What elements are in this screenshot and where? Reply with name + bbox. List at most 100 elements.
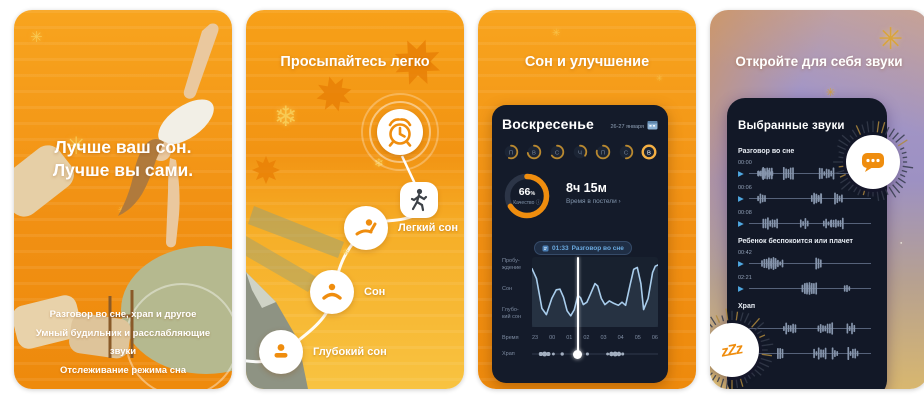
- x-tick-label: 04: [617, 335, 624, 341]
- sound-clip-row: 02:21 ▶: [738, 275, 878, 295]
- feature-list: Разговор во сне, храп и другое Умный буд…: [22, 306, 224, 380]
- clip-timestamp: 00:00: [738, 160, 752, 166]
- y-axis-label-sleep: Сон: [502, 286, 513, 292]
- star-icon: ✳: [878, 22, 904, 57]
- weekday-circle[interactable]: П: [594, 143, 612, 161]
- sparkle-icon: ✳: [66, 132, 87, 160]
- time-cursor-handle[interactable]: [573, 350, 582, 359]
- weekday-circle[interactable]: С: [548, 143, 566, 161]
- panel2-title: Просыпайтесь легко: [280, 54, 430, 70]
- weekday-circle[interactable]: В: [640, 143, 658, 161]
- x-tick-label: 23: [532, 335, 539, 341]
- sleep-stage-light: Легкий сон: [344, 206, 458, 250]
- tooltip-time: 01:33: [552, 244, 569, 252]
- hypnogram-chart: [531, 257, 659, 327]
- svg-text:В: В: [647, 150, 651, 156]
- x-tick-label: 06: [651, 335, 658, 341]
- screenshot-card-sounds[interactable]: ✳ ✳ ● ● Откройте для себя звуки Выбранны…: [710, 10, 924, 389]
- snore-badge: zZz: [710, 307, 775, 389]
- audio-waveform: [748, 217, 871, 230]
- sleep-stage-label: Глубокий сон: [313, 346, 387, 358]
- info-icon: ⓘ: [535, 200, 541, 206]
- walking-person-icon: [410, 188, 428, 212]
- time-cursor-line[interactable]: [577, 257, 579, 355]
- sleep-talk-tooltip[interactable]: 01:33 Разговор во сне: [534, 241, 632, 255]
- snowflake-icon: ❄: [274, 100, 298, 133]
- time-in-bed-label: Время в постели: [566, 198, 617, 205]
- sleep-stage-sleep: Сон: [310, 270, 385, 314]
- sprout-icon: ✳: [826, 86, 836, 99]
- x-tick-label: 05: [634, 335, 641, 341]
- x-tick-label: 00: [549, 335, 556, 341]
- quality-label: Качество: [513, 200, 535, 206]
- x-tick-label: 02: [583, 335, 590, 341]
- svg-text:В: В: [532, 150, 536, 156]
- svg-text:П: П: [601, 150, 605, 156]
- person-waking-icon: [344, 206, 388, 250]
- panel4-title: Откройте для себя звуки: [735, 54, 903, 69]
- play-button[interactable]: ▶: [738, 283, 744, 293]
- audio-waveform: [748, 257, 871, 270]
- feature-item: Отслеживание режима сна: [59, 364, 186, 376]
- sleep-talk-icon: [542, 245, 549, 251]
- svg-text:С: С: [555, 150, 559, 156]
- sleep-talk-badge: [830, 119, 916, 205]
- y-axis-label-deep: Глубо- кий сон: [502, 307, 521, 320]
- play-button[interactable]: ▶: [738, 193, 744, 203]
- date-range: 26-27 января: [610, 124, 644, 130]
- calendar-icon[interactable]: [647, 120, 658, 130]
- sound-clip-row: 00:06 ▶: [738, 185, 878, 205]
- audio-waveform: [748, 282, 871, 295]
- screenshot-card-better-sleep[interactable]: ✳ ✳ ✳ Лучше ваш сон. Лучше вы сами. Разг…: [14, 10, 232, 389]
- weekday-circle[interactable]: С: [617, 143, 635, 161]
- sparkle-icon: ✳: [30, 28, 43, 46]
- clip-timestamp: 00:08: [738, 210, 752, 216]
- x-tick-label: 03: [600, 335, 607, 341]
- alarm-clock-icon: [377, 109, 423, 155]
- clip-timestamp: 00:06: [738, 185, 752, 191]
- weekday-circle[interactable]: П: [502, 143, 520, 161]
- x-tick-label: 01: [566, 335, 573, 341]
- awake-walking-node: [400, 182, 438, 218]
- sleep-stage-label: Легкий сон: [398, 222, 458, 234]
- sound-section-label: Разговор во сне: [738, 148, 795, 155]
- alarm-ring-decoration: [361, 93, 439, 171]
- weekday-circle[interactable]: В: [525, 143, 543, 161]
- panel1-title-line1: Лучше ваш сон.: [54, 137, 192, 157]
- radial-waveform-ring: [833, 120, 914, 202]
- panel3-title: Сон и улучшение: [524, 54, 650, 70]
- play-button[interactable]: ▶: [738, 218, 744, 228]
- svg-text:С: С: [624, 150, 628, 156]
- feature-item: Разговор во сне, храп и другое: [49, 309, 197, 320]
- snore-row-label: Храп: [502, 351, 515, 357]
- play-button[interactable]: ▶: [738, 168, 744, 178]
- sound-clip-row: 00:42 ▶: [738, 250, 878, 270]
- feature-item: Умный будильник и расслабляющие звуки: [35, 327, 211, 358]
- speech-bubble-icon: [862, 153, 884, 172]
- time-in-bed-value: 8ч 15м: [566, 181, 607, 195]
- quality-percent: 66: [518, 186, 531, 198]
- sleep-stats-phone-mockup: Воскресенье 26-27 января П В С Ч П С В 66% Кач…: [492, 105, 668, 383]
- sound-clip-row: 00:08 ▶: [738, 210, 878, 230]
- weekday-circle[interactable]: Ч: [571, 143, 589, 161]
- x-axis-label: Время: [502, 335, 519, 341]
- screenshot-card-wake-easy[interactable]: ❄ ❄ ❄ Просыпайтесь легко: [246, 10, 464, 389]
- dot-decoration: ●: [900, 240, 903, 245]
- screenshot-card-sleep-tracking[interactable]: ✳ ✳ Сон и улучшение Воскресенье 26-27 ян…: [478, 10, 696, 389]
- chevron-right-icon: ›: [618, 198, 621, 205]
- person-deep-sleep-icon: [259, 330, 303, 374]
- sound-section-label: Храп: [738, 303, 756, 310]
- audio-waveform: [748, 347, 871, 360]
- svg-text:Ч: Ч: [578, 150, 582, 156]
- tooltip-label: Разговор во сне: [571, 244, 624, 252]
- play-button[interactable]: ▶: [738, 258, 744, 268]
- sleep-stage-deep: Глубокий сон: [259, 330, 387, 374]
- snowflake-icon: ❄: [342, 248, 350, 258]
- time-in-bed-block[interactable]: 8ч 15м Время в постели ›: [566, 181, 621, 205]
- snore-events-track: [532, 351, 658, 357]
- zzz-icon: zZz: [720, 339, 744, 361]
- sound-clip-list: Разговор во сне 00:00 ▶ 00:06 ▶ 00:08 ▶ Ребенок…: [738, 140, 878, 360]
- panel1-title: Лучше ваш сон. Лучше вы сами.: [14, 136, 232, 182]
